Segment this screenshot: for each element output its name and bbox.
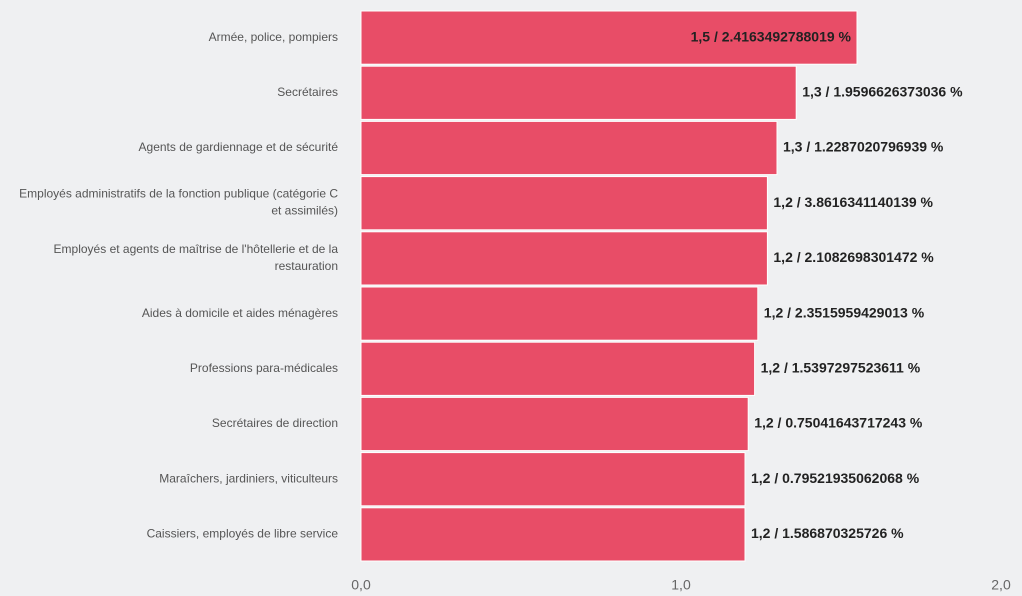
bar (360, 176, 768, 231)
category-label: Secrétaires (277, 85, 338, 99)
bar (360, 120, 778, 176)
category-label: Aides à domicile et aides ménagères (142, 306, 338, 320)
bar (360, 452, 746, 507)
category-label: Employés administratifs de la fonction p… (19, 187, 338, 218)
value-label: 1,3 / 1.2287020796939 % (783, 139, 944, 155)
category-label: Employés et agents de maîtrise de l'hôte… (54, 242, 339, 273)
x-tick-label: 0,0 (351, 577, 371, 593)
value-label: 1,2 / 2.3515959429013 % (764, 304, 925, 320)
x-tick-label: 1,0 (671, 577, 691, 593)
x-tick-label: 2,0 (991, 577, 1011, 593)
category-label: Caissiers, employés de libre service (147, 527, 339, 541)
value-label: 1,2 / 3.8616341140139 % (773, 194, 933, 210)
bar (360, 65, 797, 120)
value-label: 1,3 / 1.9596626373036 % (802, 84, 963, 100)
value-label: 1,2 / 2.1082698301472 % (773, 249, 934, 265)
category-label: Agents de gardiennage et de sécurité (139, 140, 339, 154)
value-label: 1,5 / 2.4163492788019 % (691, 28, 852, 44)
value-label: 1,2 / 0.75041643717243 % (754, 415, 923, 431)
bar (360, 231, 768, 286)
category-label: Maraîchers, jardiniers, viticulteurs (159, 471, 338, 485)
bar (360, 10, 858, 65)
category-label: Armée, police, pompiers (209, 30, 338, 44)
category-label: Professions para-médicales (190, 361, 338, 375)
bar (360, 396, 749, 452)
value-label: 1,2 / 0.79521935062068 % (751, 470, 920, 486)
value-label: 1,2 / 1.5397297523611 % (761, 360, 921, 376)
bar (360, 341, 756, 396)
value-label: 1,2 / 1.586870325726 % (751, 525, 904, 541)
bar (360, 286, 759, 341)
category-label: Secrétaires de direction (212, 416, 338, 430)
bar (360, 507, 746, 562)
